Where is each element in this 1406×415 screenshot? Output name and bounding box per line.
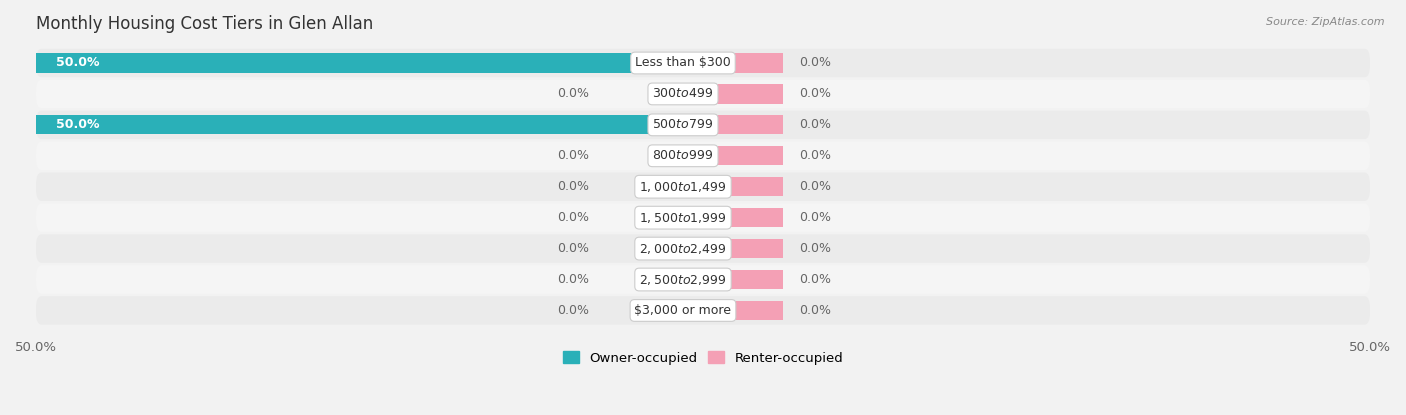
Text: 50.0%: 50.0%: [56, 56, 100, 69]
Bar: [664, 84, 703, 103]
Text: $2,000 to $2,499: $2,000 to $2,499: [640, 242, 727, 256]
Text: 0.0%: 0.0%: [799, 88, 831, 100]
Bar: [37, 115, 703, 134]
Text: 0.0%: 0.0%: [799, 149, 831, 162]
Text: Less than $300: Less than $300: [636, 56, 731, 69]
FancyBboxPatch shape: [37, 142, 1369, 170]
Text: 0.0%: 0.0%: [558, 149, 589, 162]
Text: 0.0%: 0.0%: [799, 211, 831, 224]
Text: 0.0%: 0.0%: [799, 118, 831, 132]
Text: 0.0%: 0.0%: [799, 56, 831, 69]
Text: 50.0%: 50.0%: [56, 118, 100, 132]
Bar: [664, 270, 703, 289]
Bar: [664, 146, 703, 166]
Bar: [703, 115, 783, 134]
Text: $1,000 to $1,499: $1,000 to $1,499: [640, 180, 727, 194]
Bar: [703, 84, 783, 103]
Bar: [703, 177, 783, 196]
Bar: [703, 54, 783, 73]
FancyBboxPatch shape: [37, 265, 1369, 294]
Bar: [664, 208, 703, 227]
Bar: [664, 301, 703, 320]
Text: $3,000 or more: $3,000 or more: [634, 304, 731, 317]
Text: 0.0%: 0.0%: [799, 242, 831, 255]
Text: $500 to $799: $500 to $799: [652, 118, 714, 132]
FancyBboxPatch shape: [37, 296, 1369, 325]
Text: 0.0%: 0.0%: [558, 273, 589, 286]
Bar: [703, 301, 783, 320]
Text: 0.0%: 0.0%: [558, 180, 589, 193]
Text: $2,500 to $2,999: $2,500 to $2,999: [640, 273, 727, 286]
FancyBboxPatch shape: [37, 203, 1369, 232]
FancyBboxPatch shape: [37, 49, 1369, 77]
Bar: [703, 270, 783, 289]
Text: 0.0%: 0.0%: [799, 273, 831, 286]
Bar: [703, 239, 783, 258]
Bar: [664, 239, 703, 258]
Text: 0.0%: 0.0%: [558, 242, 589, 255]
Text: $800 to $999: $800 to $999: [652, 149, 714, 162]
Legend: Owner-occupied, Renter-occupied: Owner-occupied, Renter-occupied: [558, 346, 848, 370]
Text: 0.0%: 0.0%: [558, 88, 589, 100]
Text: $300 to $499: $300 to $499: [652, 88, 714, 100]
Text: Source: ZipAtlas.com: Source: ZipAtlas.com: [1267, 17, 1385, 27]
FancyBboxPatch shape: [37, 80, 1369, 108]
Bar: [664, 177, 703, 196]
Text: Monthly Housing Cost Tiers in Glen Allan: Monthly Housing Cost Tiers in Glen Allan: [37, 15, 373, 33]
FancyBboxPatch shape: [37, 111, 1369, 139]
FancyBboxPatch shape: [37, 173, 1369, 201]
Text: 0.0%: 0.0%: [558, 211, 589, 224]
FancyBboxPatch shape: [37, 234, 1369, 263]
Bar: [703, 208, 783, 227]
Text: 0.0%: 0.0%: [558, 304, 589, 317]
Bar: [703, 146, 783, 166]
Text: 0.0%: 0.0%: [799, 304, 831, 317]
Text: 0.0%: 0.0%: [799, 180, 831, 193]
Bar: [37, 54, 703, 73]
Text: $1,500 to $1,999: $1,500 to $1,999: [640, 211, 727, 225]
